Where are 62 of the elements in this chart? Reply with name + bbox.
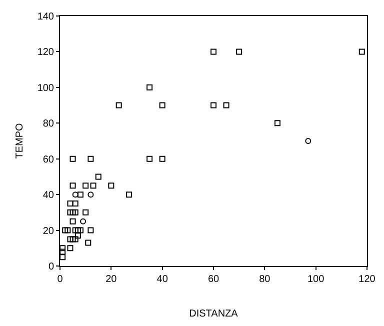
y-tick-label: 140 xyxy=(37,12,54,22)
x-tick-label: 20 xyxy=(106,274,118,285)
point xyxy=(146,84,153,90)
point xyxy=(223,102,230,108)
point xyxy=(62,227,68,234)
y-tick-label: 120 xyxy=(37,47,54,58)
point xyxy=(67,209,74,216)
x-tick-label: 0 xyxy=(57,274,64,285)
point xyxy=(95,174,102,180)
point xyxy=(70,236,76,242)
point xyxy=(88,192,94,198)
y-tick-label: 20 xyxy=(42,226,54,237)
y-tick-label: 80 xyxy=(42,118,54,130)
point xyxy=(80,218,86,224)
point xyxy=(85,240,92,246)
y-axis-title: TEMPO xyxy=(14,123,26,159)
point xyxy=(90,182,96,189)
point xyxy=(60,248,66,255)
point xyxy=(159,156,166,162)
x-tick-label: 40 xyxy=(156,274,168,285)
point xyxy=(305,138,312,144)
x-tick-label: 120 xyxy=(358,274,376,285)
point xyxy=(74,232,81,239)
point xyxy=(77,227,84,234)
y-tick-label: 100 xyxy=(37,82,54,94)
y-tick-label: 40 xyxy=(42,190,54,202)
point xyxy=(70,182,76,189)
point xyxy=(67,245,74,252)
point xyxy=(60,245,66,252)
point xyxy=(126,192,132,198)
point xyxy=(70,218,76,224)
point xyxy=(60,254,66,260)
point xyxy=(70,156,76,162)
point xyxy=(82,209,89,216)
point xyxy=(67,236,74,242)
y-tick-label: 60 xyxy=(42,154,54,166)
point xyxy=(72,236,78,242)
point xyxy=(358,48,365,55)
point xyxy=(88,227,94,234)
point xyxy=(116,102,122,108)
point xyxy=(77,192,84,198)
x-tick-label: 100 xyxy=(307,274,325,285)
point xyxy=(72,200,78,206)
point xyxy=(72,192,78,198)
point xyxy=(210,102,216,108)
point xyxy=(64,227,71,234)
point xyxy=(146,156,153,162)
point xyxy=(88,156,94,162)
x-axis-title: DISTANZA xyxy=(189,308,238,320)
point xyxy=(108,182,114,189)
x-tick-label: 60 xyxy=(208,274,220,285)
point xyxy=(67,200,74,206)
point xyxy=(82,182,89,189)
x-tick-label: 80 xyxy=(259,274,271,285)
point xyxy=(70,209,76,216)
y-tick-label: 0 xyxy=(48,262,54,272)
point xyxy=(274,120,280,126)
point xyxy=(210,48,216,55)
point xyxy=(159,102,166,108)
point xyxy=(236,48,242,55)
point xyxy=(72,209,78,216)
point xyxy=(74,227,81,234)
